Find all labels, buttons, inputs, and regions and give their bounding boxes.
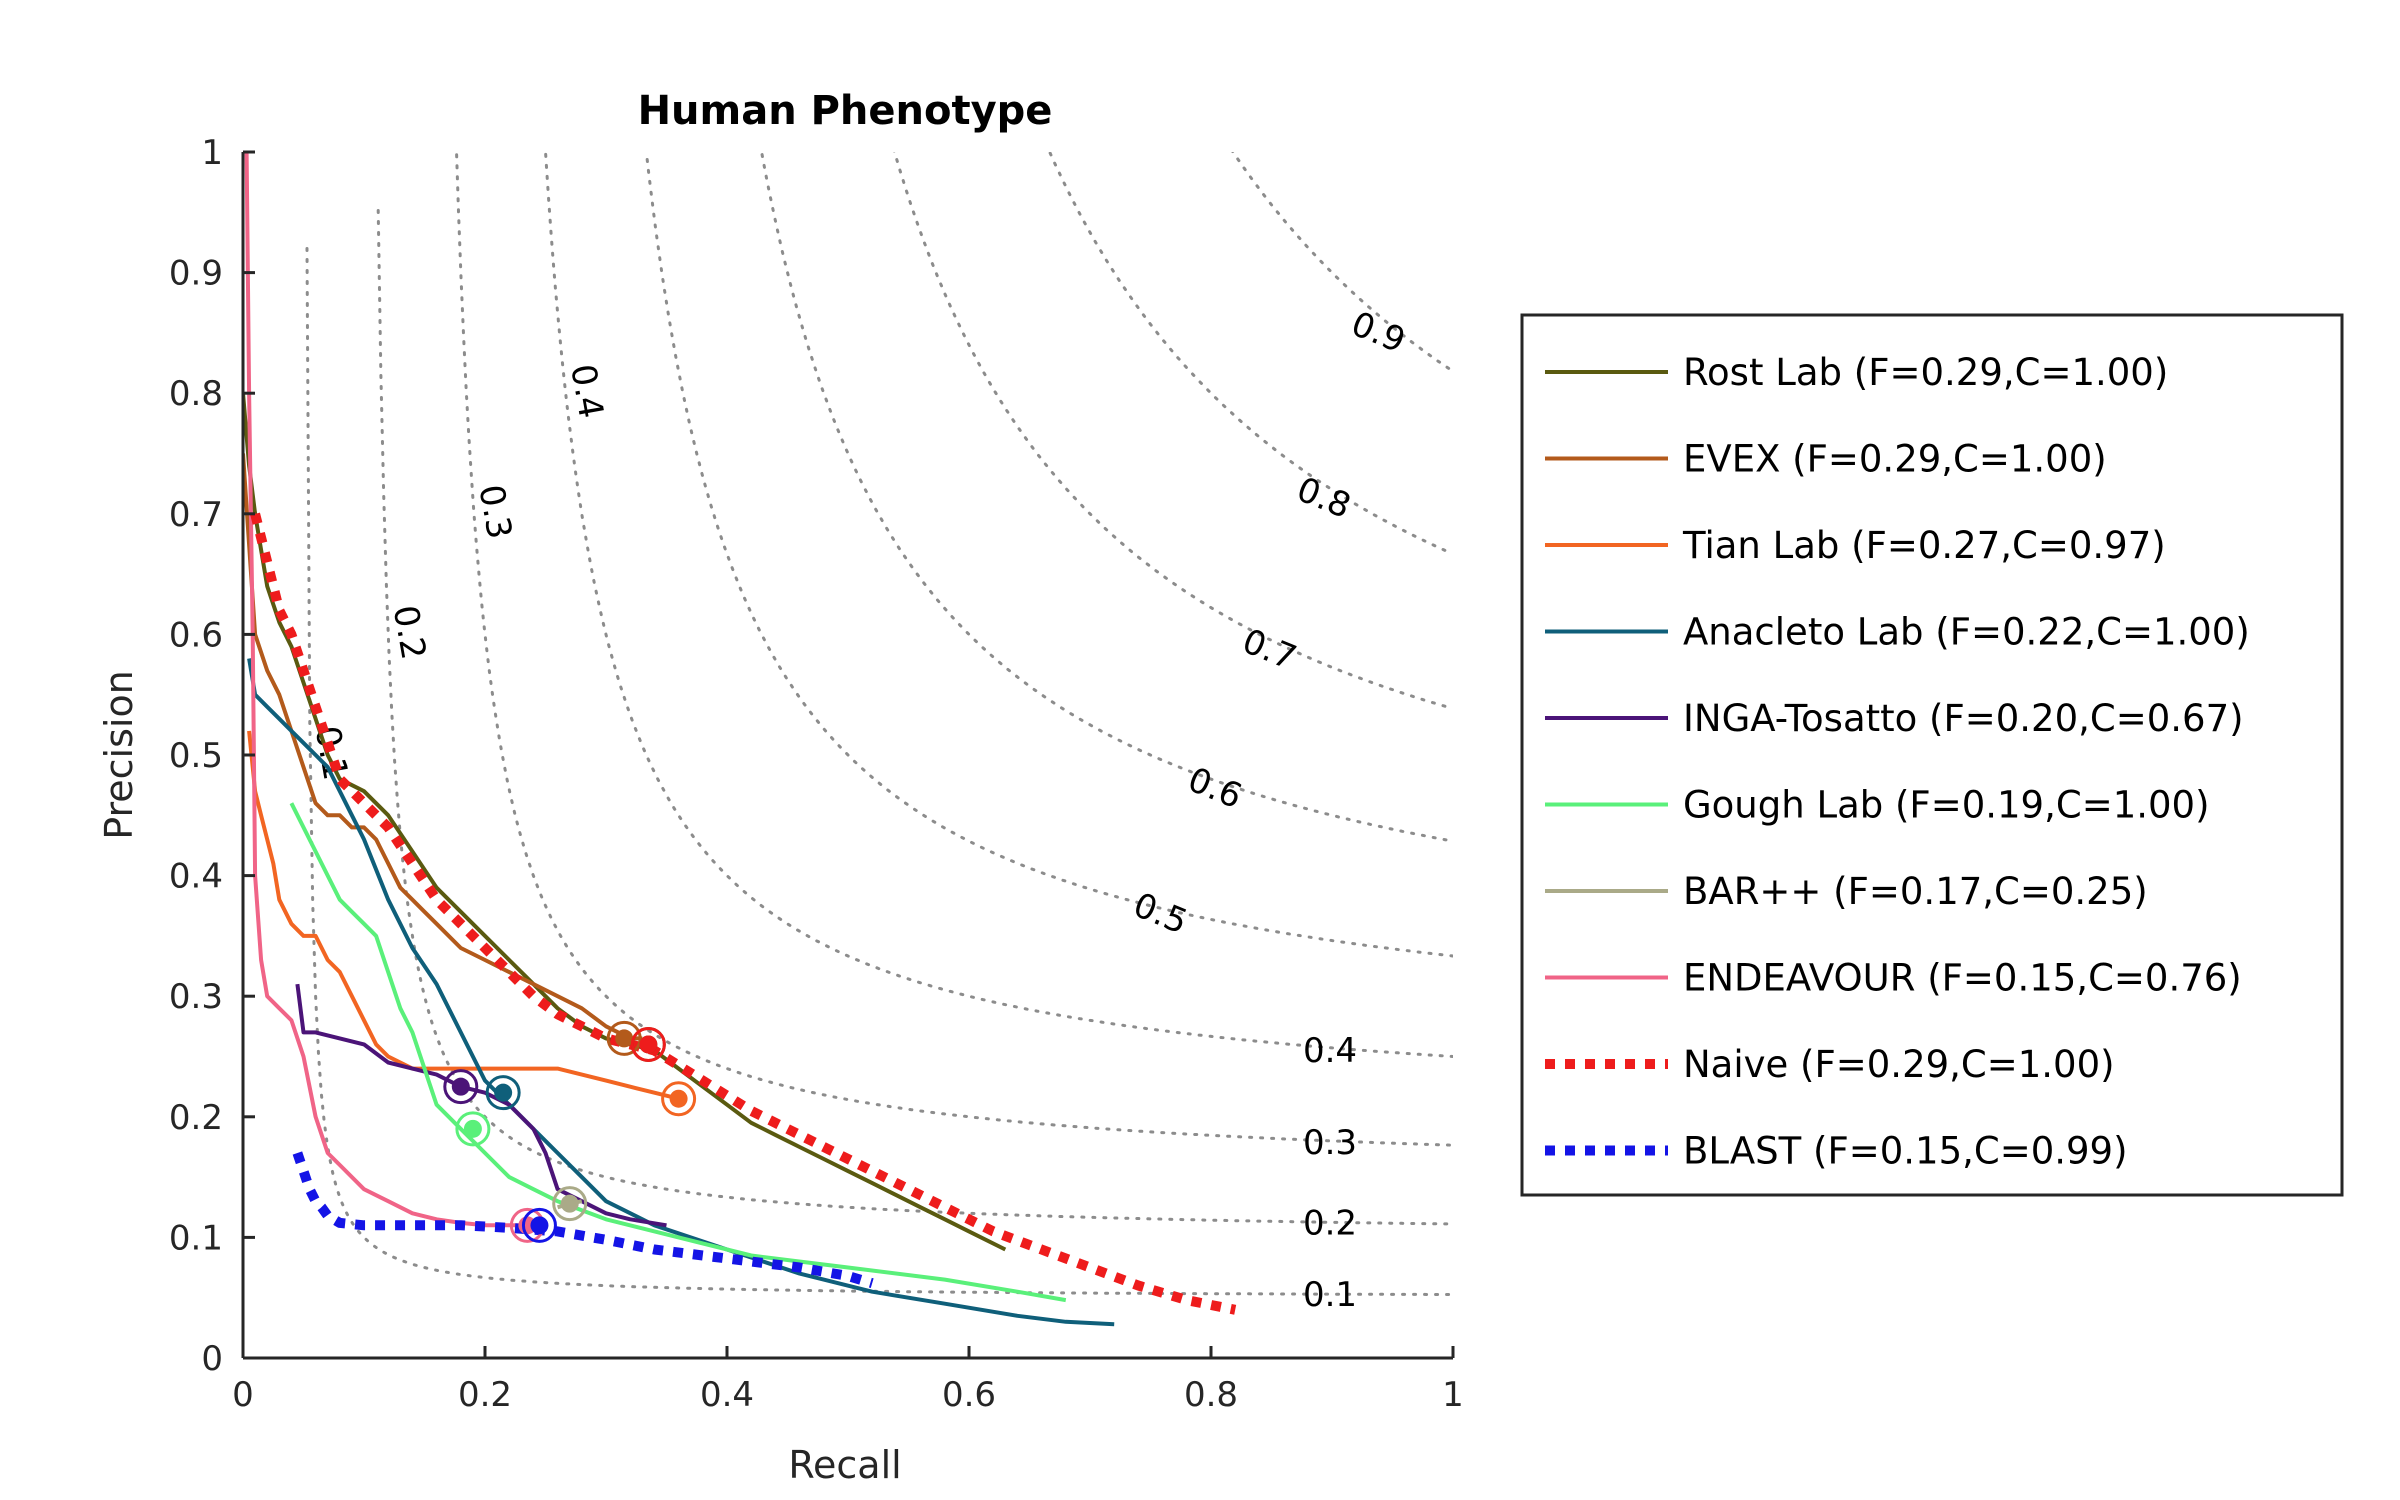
optimal-ring-naive	[630, 1026, 666, 1062]
legend-items: Rost Lab (F=0.29,C=1.00) EVEX (F=0.29,C=1…	[1545, 351, 2250, 1173]
iso-f-curve	[892, 152, 1453, 711]
optimal-point-naive	[639, 1035, 658, 1054]
iso-f-left-label: 0.3	[470, 482, 519, 542]
x-axis-title: Recall	[788, 1443, 901, 1487]
y-tick-label: 0.1	[169, 1218, 223, 1258]
iso-f-curves	[305, 152, 1453, 1296]
iso-f-label: 0.5	[1128, 885, 1193, 942]
series-lines	[243, 152, 1237, 1327]
iso-f-label: 0.9	[1346, 304, 1411, 361]
y-tick-label: 0.9	[169, 254, 223, 294]
optimal-ring-tian-lab	[661, 1081, 697, 1117]
series-line-anacleto-lab	[247, 658, 1115, 1327]
iso-f-curve	[1048, 152, 1453, 556]
series-line-blast	[292, 1151, 874, 1288]
y-tick-label: 0.3	[169, 977, 223, 1017]
legend-label-tian-lab: Tian Lab (F=0.27,C=0.97)	[1682, 524, 2166, 567]
iso-f-label: 0.1	[1303, 1275, 1357, 1315]
x-tick-label: 0.4	[700, 1375, 754, 1415]
series-line-evex	[243, 453, 643, 1041]
iso-f-curve	[760, 152, 1453, 843]
iso-f-curve	[305, 247, 1453, 1296]
iso-f-label: 0.2	[1303, 1204, 1357, 1244]
iso-f-label: 0.8	[1291, 470, 1356, 527]
iso-f-curve	[1231, 152, 1453, 373]
legend-label-anacleto-lab: Anacleto Lab (F=0.22,C=1.00)	[1683, 611, 2250, 654]
legend: Rost Lab (F=0.29,C=1.00) EVEX (F=0.29,C=1…	[1520, 313, 2344, 1197]
optimal-ring-anacleto-lab	[485, 1075, 521, 1111]
x-tick-label: 0	[232, 1375, 254, 1415]
optimal-point-blast	[530, 1216, 549, 1235]
optimal-point-tian-lab	[669, 1089, 688, 1108]
chart-title: Human Phenotype	[638, 88, 1053, 134]
optimal-ring-inga-tosatto	[443, 1069, 479, 1105]
iso-f-curve	[455, 152, 1453, 1147]
optimal-point-anacleto-lab	[494, 1083, 513, 1102]
iso-f-left-label: 0.2	[385, 602, 434, 662]
iso-f-curve	[544, 152, 1453, 1058]
y-tick-label: 0.4	[169, 857, 223, 897]
iso-f-left-label: 0.4	[562, 361, 611, 421]
optimal-point-evex	[615, 1029, 634, 1048]
y-tick-label: 0.2	[169, 1098, 223, 1138]
optimal-ring-evex	[606, 1020, 642, 1056]
y-tick-label: 0.6	[169, 615, 223, 655]
series-line-rost-lab	[243, 393, 1007, 1252]
optimal-markers	[443, 1020, 697, 1243]
x-tick-label: 1	[1442, 1375, 1464, 1415]
legend-label-bar: BAR++ (F=0.17,C=0.25)	[1683, 870, 2148, 913]
x-tick-label: 0.2	[458, 1375, 512, 1415]
x-tick-label: 0.8	[1184, 1375, 1238, 1415]
y-tick-label: 0.5	[169, 736, 223, 776]
y-tick-label: 1	[201, 133, 223, 173]
iso-f-curve	[644, 152, 1453, 958]
axes: 0 0.2 0.4 0.6 0.8 1 0 0.1 0.2 0.3 0.4 0.5 0.6 0.7 0.8 0…	[169, 133, 1464, 1415]
y-axis-title: Precision	[97, 670, 141, 840]
y-tick-label: 0.8	[169, 374, 223, 414]
legend-label-evex: EVEX (F=0.29,C=1.00)	[1683, 438, 2107, 481]
iso-f-label: 0.6	[1182, 760, 1247, 817]
x-tick-label: 0.6	[942, 1375, 996, 1415]
legend-label-rost-lab: Rost Lab (F=0.29,C=1.00)	[1683, 351, 2168, 394]
series-line-inga-tosatto	[295, 983, 667, 1228]
iso-f-label: 0.7	[1237, 621, 1302, 678]
iso-f-curve	[376, 209, 1453, 1226]
legend-label-endeavour: ENDEAVOUR (F=0.15,C=0.76)	[1683, 957, 2242, 1000]
optimal-point-gough-lab	[463, 1119, 482, 1138]
optimal-ring-bar	[552, 1186, 588, 1222]
optimal-point-inga-tosatto	[451, 1077, 470, 1096]
legend-label-blast: BLAST (F=0.15,C=0.99)	[1683, 1130, 2128, 1173]
iso-f-label: 0.3	[1303, 1123, 1357, 1163]
series-line-naive	[250, 512, 1237, 1315]
optimal-ring-blast	[521, 1207, 557, 1243]
y-tick-label: 0.7	[169, 495, 223, 535]
legend-label-naive: Naive (F=0.29,C=1.00)	[1683, 1043, 2115, 1086]
optimal-point-bar	[560, 1194, 579, 1213]
legend-box	[1520, 313, 2344, 1197]
legend-label-gough-lab: Gough Lab (F=0.19,C=1.00)	[1683, 784, 2210, 827]
series-line-tian-lab	[247, 730, 680, 1101]
y-tick-label: 0	[201, 1339, 223, 1379]
legend-label-inga-tosatto: INGA-Tosatto (F=0.20,C=0.67)	[1683, 697, 2244, 740]
series-line-gough-lab	[289, 802, 1067, 1303]
optimal-ring-gough-lab	[455, 1111, 491, 1147]
iso-f-labels: 0.10.20.30.40.50.60.70.80.90.10.20.30.4	[307, 304, 1411, 1315]
iso-f-label: 0.4	[1303, 1031, 1357, 1071]
